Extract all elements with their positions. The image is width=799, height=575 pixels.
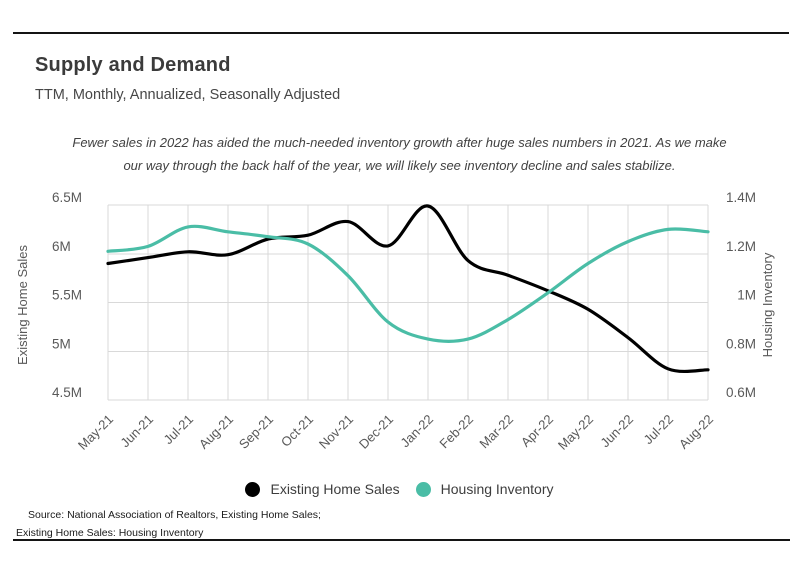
x-axis-tick-label: Jun-22: [597, 412, 636, 451]
left-axis-tick-label: 4.5M: [52, 385, 82, 400]
annotation-line-2: our way through the back half of the yea…: [123, 158, 676, 173]
x-axis-tick-label: Apr-22: [518, 412, 556, 450]
x-axis-tick-label: Oct-21: [278, 412, 316, 450]
right-axis-tick-label: 1.4M: [726, 190, 756, 205]
right-axis-title: Housing Inventory: [760, 252, 775, 357]
legend-label: Housing Inventory: [440, 481, 554, 497]
x-axis-tick-label: Jul-21: [160, 412, 196, 448]
legend-swatch-icon: [415, 481, 431, 497]
x-axis-tick-label: Mar-22: [476, 412, 516, 452]
top-divider: [13, 32, 789, 34]
left-axis-tick-label: 6M: [52, 239, 71, 254]
left-axis-title: Existing Home Sales: [15, 245, 30, 365]
left-axis-tick-label: 5.5M: [52, 288, 82, 303]
x-axis-tick-label: Dec-21: [356, 412, 396, 452]
right-axis-tick-label: 1.2M: [726, 239, 756, 254]
chart-annotation: Fewer sales in 2022 has aided the much-n…: [0, 131, 799, 177]
source-line-2: Existing Home Sales: Housing Inventory: [16, 527, 204, 539]
legend-item-housing-inventory: Housing Inventory: [415, 481, 554, 497]
right-axis-tick-label: 0.8M: [726, 336, 756, 351]
page-title: Supply and Demand: [35, 54, 231, 76]
legend-swatch-icon: [245, 481, 261, 497]
right-axis-tick-label: 1M: [737, 288, 756, 303]
x-axis-tick-label: Jul-22: [640, 412, 676, 448]
bottom-divider: [13, 539, 790, 541]
series-line-housing-inventory: [106, 224, 710, 343]
gridlines: [107, 204, 709, 401]
x-axis-tick-label: May-22: [555, 412, 596, 453]
chart-legend: Existing Home Sales Housing Inventory: [0, 481, 799, 497]
x-axis-tick-label: Nov-21: [316, 412, 356, 452]
x-axis-tick-label: Feb-22: [436, 412, 476, 452]
source-line-1: Source: National Association of Realtors…: [28, 509, 321, 521]
x-axis-tick-label: May-21: [75, 412, 116, 453]
annotation-line-1: Fewer sales in 2022 has aided the much-n…: [72, 135, 727, 150]
left-axis-tick-label: 6.5M: [52, 190, 82, 205]
left-axis-tick-label: 5M: [52, 336, 71, 351]
x-axis-tick-label: Aug-21: [196, 412, 236, 452]
x-axis-tick-label: Jan-22: [397, 412, 436, 451]
x-axis-tick-label: Jun-21: [117, 412, 156, 451]
x-axis-tick-label: Aug-22: [676, 412, 716, 452]
right-axis-tick-label: 0.6M: [726, 385, 756, 400]
chart-subtitle: TTM, Monthly, Annualized, Seasonally Adj…: [35, 87, 341, 103]
legend-label: Existing Home Sales: [270, 481, 400, 497]
x-axis-tick-label: Sep-21: [236, 412, 276, 452]
legend-item-existing-home-sales: Existing Home Sales: [245, 481, 400, 497]
series-line-existing-home-sales: [106, 204, 710, 374]
